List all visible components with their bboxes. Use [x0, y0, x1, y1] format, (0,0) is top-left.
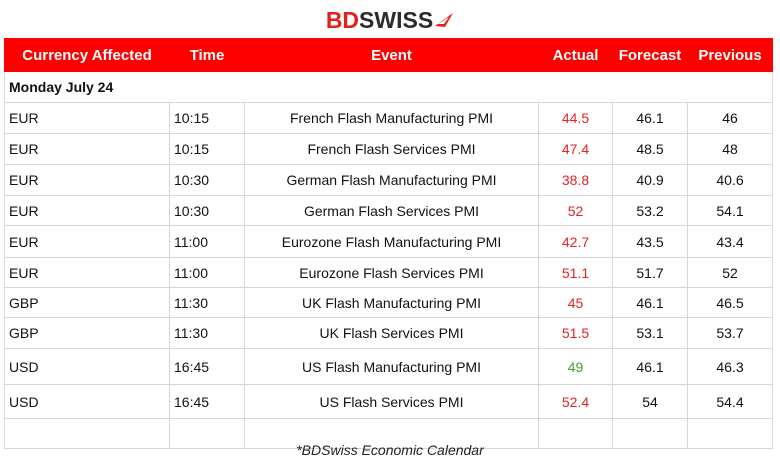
forecast-cell: 53.2 — [612, 195, 688, 226]
brand-wordmark: BDSWISS — [325, 6, 434, 33]
empty-cell — [612, 418, 688, 449]
previous-cell: 46.3 — [687, 348, 773, 385]
event-cell: Eurozone Flash Services PMI — [244, 257, 539, 288]
col-header-actual: Actual — [538, 38, 613, 72]
previous-cell: 46.5 — [687, 287, 773, 318]
forecast-cell: 40.9 — [612, 164, 688, 196]
currency-cell: EUR — [4, 225, 170, 258]
time-cell: 11:30 — [169, 287, 245, 318]
actual-cell: 51.1 — [538, 257, 613, 288]
event-cell: Eurozone Flash Manufacturing PMI — [244, 225, 539, 258]
table-row: EUR 10:30 German Flash Manufacturing PMI 38… — [4, 164, 773, 196]
currency-cell: EUR — [4, 257, 170, 288]
event-cell: French Flash Services PMI — [244, 133, 539, 165]
previous-cell: 43.4 — [687, 225, 773, 258]
actual-cell: 51.5 — [538, 317, 613, 349]
time-cell: 10:30 — [169, 195, 245, 226]
empty-cell — [4, 418, 170, 449]
previous-cell: 53.7 — [687, 317, 773, 349]
currency-cell: USD — [4, 348, 170, 385]
time-cell: 16:45 — [169, 384, 245, 419]
col-header-time: Time — [169, 38, 245, 72]
table-row: USD 16:45 US Flash Manufacturing PMI 49 46.1… — [4, 348, 773, 385]
forecast-cell: 46.1 — [612, 348, 688, 385]
previous-cell: 52 — [687, 257, 773, 288]
col-header-event: Event — [244, 38, 539, 72]
day-label: Monday July 24 — [4, 71, 773, 103]
brand-swiss-text: SWISS — [359, 6, 434, 33]
event-cell: French Flash Manufacturing PMI — [244, 102, 539, 134]
currency-cell: EUR — [4, 133, 170, 165]
logo-swoosh-icon — [435, 13, 454, 27]
actual-cell: 49 — [538, 348, 613, 385]
time-cell: 11:00 — [169, 257, 245, 288]
brand-logo: BDSWISS — [0, 6, 780, 34]
table-row: EUR 10:15 French Flash Services PMI 47.4 48.… — [4, 133, 773, 165]
table-row: EUR 11:00 Eurozone Flash Services PMI 51.1 5… — [4, 257, 773, 288]
currency-cell: EUR — [4, 164, 170, 196]
time-cell: 16:45 — [169, 348, 245, 385]
forecast-cell: 51.7 — [612, 257, 688, 288]
day-row: Monday July 24 — [4, 71, 773, 103]
currency-cell: GBP — [4, 317, 170, 349]
calendar-source-caption: *BDSwiss Economic Calendar — [296, 442, 484, 458]
event-cell: German Flash Services PMI — [244, 195, 539, 226]
actual-cell: 52 — [538, 195, 613, 226]
actual-cell: 47.4 — [538, 133, 613, 165]
table-row: GBP 11:30 UK Flash Services PMI 51.5 53.1 53.… — [4, 317, 773, 349]
col-header-forecast: Forecast — [612, 38, 688, 72]
actual-cell: 52.4 — [538, 384, 613, 419]
event-cell: US Flash Services PMI — [244, 384, 539, 419]
event-cell: UK Flash Manufacturing PMI — [244, 287, 539, 318]
previous-cell: 46 — [687, 102, 773, 134]
time-cell: 10:30 — [169, 164, 245, 196]
forecast-cell: 46.1 — [612, 287, 688, 318]
actual-cell: 45 — [538, 287, 613, 318]
actual-cell: 38.8 — [538, 164, 613, 196]
forecast-cell: 54 — [612, 384, 688, 419]
previous-cell: 54.4 — [687, 384, 773, 419]
col-header-previous: Previous — [687, 38, 773, 72]
previous-cell: 54.1 — [687, 195, 773, 226]
time-cell: 10:15 — [169, 102, 245, 134]
table-row: EUR 10:30 German Flash Services PMI 52 53.2 5… — [4, 195, 773, 226]
actual-cell: 44.5 — [538, 102, 613, 134]
event-cell: German Flash Manufacturing PMI — [244, 164, 539, 196]
previous-cell: 40.6 — [687, 164, 773, 196]
actual-cell: 42.7 — [538, 225, 613, 258]
empty-cell — [687, 418, 773, 449]
economic-calendar-table: Currency Affected Time Event Actual Fore… — [4, 38, 773, 449]
table-row: EUR 11:00 Eurozone Flash Manufacturing PMI… — [4, 225, 773, 258]
table-row: EUR 10:15 French Flash Manufacturing PMI 44… — [4, 102, 773, 134]
forecast-cell: 48.5 — [612, 133, 688, 165]
brand-bd-text: BD — [325, 6, 360, 33]
time-cell: 11:00 — [169, 225, 245, 258]
table-row: GBP 11:30 UK Flash Manufacturing PMI 45 46.1… — [4, 287, 773, 318]
forecast-cell: 53.1 — [612, 317, 688, 349]
empty-cell — [169, 418, 245, 449]
col-header-currency: Currency Affected — [4, 38, 170, 72]
currency-cell: EUR — [4, 195, 170, 226]
empty-table-row — [4, 418, 773, 449]
table-header-row: Currency Affected Time Event Actual Fore… — [4, 38, 773, 72]
currency-cell: EUR — [4, 102, 170, 134]
event-cell: UK Flash Services PMI — [244, 317, 539, 349]
time-cell: 10:15 — [169, 133, 245, 165]
previous-cell: 48 — [687, 133, 773, 165]
time-cell: 11:30 — [169, 317, 245, 349]
table-row: USD 16:45 US Flash Services PMI 52.4 54 54.4 — [4, 384, 773, 419]
event-cell: US Flash Manufacturing PMI — [244, 348, 539, 385]
empty-cell — [244, 418, 539, 449]
currency-cell: USD — [4, 384, 170, 419]
forecast-cell: 46.1 — [612, 102, 688, 134]
currency-cell: GBP — [4, 287, 170, 318]
forecast-cell: 43.5 — [612, 225, 688, 258]
